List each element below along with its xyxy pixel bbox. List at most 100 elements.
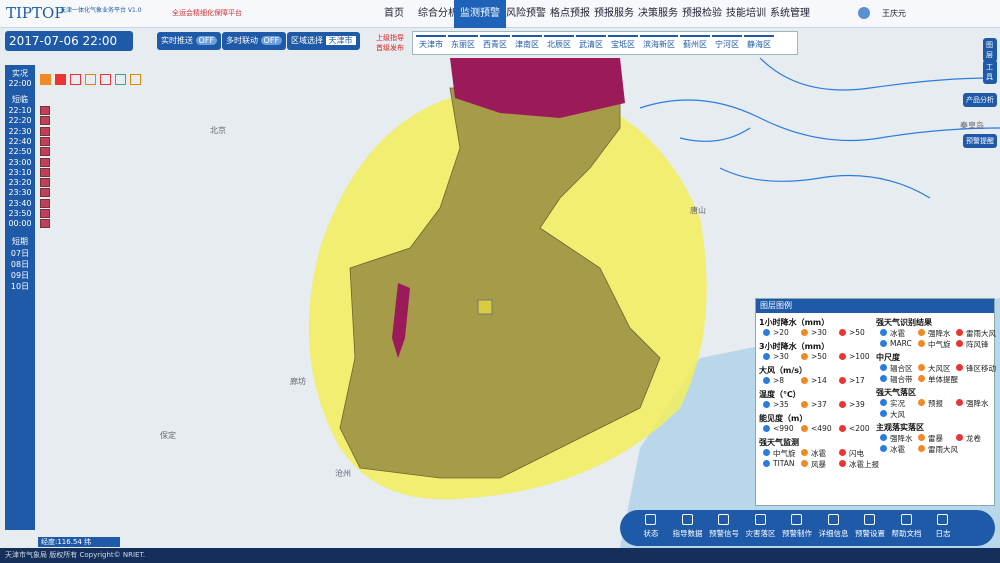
icon[interactable]: [130, 74, 141, 85]
legend-swatch: [880, 364, 887, 371]
tool-icon[interactable]: [900, 514, 912, 525]
side-button[interactable]: 产品分析: [963, 93, 997, 107]
timeline-day[interactable]: 09日: [10, 270, 30, 280]
tool-label[interactable]: 预警设置: [855, 529, 885, 538]
user-name[interactable]: 王庆元: [882, 9, 906, 18]
tool-label[interactable]: 预警信号: [709, 529, 739, 538]
nav-item[interactable]: 技能培训: [726, 8, 766, 19]
nav-item[interactable]: 监测预警: [454, 0, 506, 28]
legend-swatch: [839, 377, 846, 384]
tool-icon[interactable]: [937, 514, 948, 525]
legend-item: >35: [773, 400, 789, 409]
timeline: 实况 22:00 短临 22:10 22:20 22:30 22:40 22:50 23:00 2…: [5, 65, 35, 530]
nav-item[interactable]: 预报检验: [682, 8, 722, 19]
datetime[interactable]: 2017-07-06 22:00: [5, 31, 133, 51]
icon[interactable]: [115, 74, 126, 85]
timeline-time[interactable]: 22:30: [8, 126, 32, 136]
nav-item[interactable]: 首页: [384, 8, 404, 19]
timeline-day[interactable]: 10日: [10, 281, 30, 291]
timeline-time[interactable]: 23:50: [8, 209, 32, 218]
time-marker[interactable]: [40, 178, 50, 188]
time-marker[interactable]: [40, 147, 50, 157]
release[interactable]: 首级发布: [376, 44, 404, 52]
district-tab[interactable]: 宁河区: [712, 35, 742, 51]
tool-icon[interactable]: [791, 514, 802, 525]
district-tab[interactable]: 蓟州区: [680, 35, 710, 51]
tool-label[interactable]: 详细信息: [818, 529, 849, 538]
icon[interactable]: [70, 74, 81, 85]
legend-swatch: [918, 445, 925, 452]
legend-swatch: [956, 340, 963, 347]
time-marker[interactable]: [40, 198, 50, 208]
tool-label[interactable]: 灾害落区: [745, 529, 776, 538]
timeline-time[interactable]: 23:00: [8, 157, 32, 167]
icon[interactable]: [85, 74, 96, 85]
timeline-time[interactable]: 22:50: [8, 147, 32, 157]
legend-swatch: [918, 364, 925, 371]
district-tab[interactable]: 东丽区: [448, 35, 478, 51]
push-toggle[interactable]: 实时推送 OFF: [157, 32, 222, 50]
time-marker[interactable]: [40, 219, 50, 229]
region-select[interactable]: 区域选择 天津市: [287, 32, 360, 50]
timeline-time[interactable]: 00:00: [8, 219, 32, 229]
guide[interactable]: 上级指导: [376, 34, 404, 42]
nav-item[interactable]: 综合分析: [418, 8, 458, 19]
legend-item: 实况: [890, 399, 905, 408]
timeline-time[interactable]: 22:10: [8, 106, 32, 115]
nav-item[interactable]: 系统管理: [770, 8, 810, 19]
district-tab[interactable]: 滨海新区: [640, 35, 678, 51]
time-marker[interactable]: [40, 157, 50, 167]
timeline-time[interactable]: 23:30: [8, 188, 32, 198]
timeline-day[interactable]: 07日: [10, 248, 30, 258]
tool-icon[interactable]: [645, 514, 656, 525]
tool-icon[interactable]: [681, 514, 693, 525]
nav-item[interactable]: 格点预报: [550, 8, 590, 19]
side-button[interactable]: 预警提醒: [963, 134, 997, 148]
time-marker[interactable]: [40, 116, 50, 126]
district-tab[interactable]: 北辰区: [544, 35, 574, 51]
tool-icon[interactable]: [864, 514, 875, 525]
tool-label[interactable]: 预警制作: [782, 529, 812, 538]
side-button[interactable]: 图层: [983, 38, 997, 62]
icon[interactable]: [100, 74, 111, 85]
nav-item[interactable]: 风险预警: [506, 8, 546, 19]
legend-swatch: [801, 377, 808, 384]
time-marker[interactable]: [40, 106, 50, 115]
timeline-day[interactable]: 08日: [10, 259, 30, 269]
time-marker[interactable]: [40, 167, 50, 177]
tool-icon[interactable]: [718, 514, 729, 525]
time-marker[interactable]: [40, 209, 50, 218]
district-tab[interactable]: 静海区: [744, 35, 774, 51]
timeline-time[interactable]: 22:40: [8, 136, 32, 146]
tool-label[interactable]: 日志: [935, 529, 951, 538]
legend-item: 辐合区: [890, 364, 913, 373]
district-tab[interactable]: 天津市: [416, 35, 446, 51]
time-marker[interactable]: [40, 188, 50, 198]
timeline-time[interactable]: 22:20: [8, 116, 32, 126]
nav-item[interactable]: 预报服务: [594, 8, 634, 19]
district-tab[interactable]: 西青区: [480, 35, 510, 51]
legend-swatch: [918, 375, 925, 382]
tool-label[interactable]: 状态: [643, 529, 659, 538]
time-marker[interactable]: [40, 126, 50, 136]
time-marker[interactable]: [40, 136, 50, 146]
tool-label[interactable]: 帮助文档: [891, 529, 922, 538]
legend-swatch: [956, 364, 963, 371]
legend-swatch: [839, 425, 846, 432]
link-toggle[interactable]: 多时联动 OFF: [222, 32, 287, 50]
district-tab[interactable]: 津南区: [512, 35, 542, 51]
timeline-time[interactable]: 23:10: [8, 167, 32, 177]
tool-icon[interactable]: [827, 514, 839, 525]
legend-item: 风暴: [811, 460, 826, 469]
timeline-time[interactable]: 23:20: [8, 178, 32, 188]
icon[interactable]: [55, 74, 66, 85]
side-button[interactable]: 工具: [983, 60, 997, 84]
district-tab[interactable]: 宝坻区: [608, 35, 638, 51]
nav-item[interactable]: 决策服务: [638, 8, 678, 19]
timeline-time[interactable]: 22:00: [8, 79, 32, 88]
icon[interactable]: [40, 74, 51, 85]
district-tab[interactable]: 武清区: [576, 35, 606, 51]
tool-icon[interactable]: [754, 514, 766, 525]
timeline-time[interactable]: 23:40: [8, 198, 32, 208]
tool-label[interactable]: 指导数据: [672, 529, 703, 538]
